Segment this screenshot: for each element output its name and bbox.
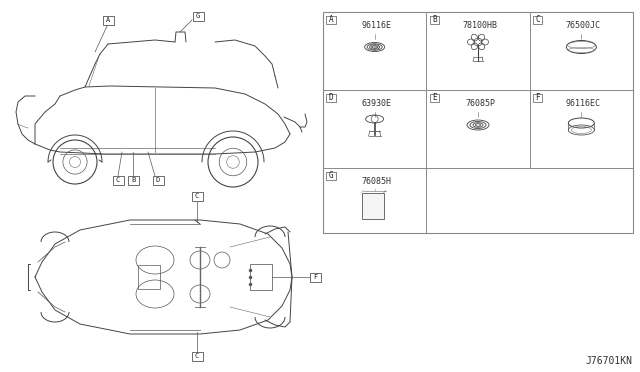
FancyBboxPatch shape [193, 12, 204, 20]
Text: D: D [156, 177, 160, 183]
FancyBboxPatch shape [326, 16, 336, 24]
FancyBboxPatch shape [429, 16, 439, 24]
Text: E: E [432, 93, 436, 103]
Text: B: B [131, 177, 135, 183]
Bar [323, 12, 633, 233]
Bar [138, 265, 160, 289]
Bar [362, 192, 383, 218]
Text: A: A [329, 16, 333, 25]
Text: B: B [432, 16, 436, 25]
FancyBboxPatch shape [429, 94, 439, 102]
FancyBboxPatch shape [102, 16, 113, 25]
FancyBboxPatch shape [533, 16, 543, 24]
Text: 76085H: 76085H [362, 177, 392, 186]
Text: 63930E: 63930E [362, 99, 392, 109]
FancyBboxPatch shape [533, 94, 543, 102]
FancyBboxPatch shape [310, 273, 321, 282]
Bar [250, 264, 272, 290]
FancyBboxPatch shape [191, 352, 202, 360]
FancyBboxPatch shape [127, 176, 138, 185]
Text: 96116E: 96116E [362, 22, 392, 31]
Text: 96116EC: 96116EC [566, 99, 601, 109]
Text: G: G [196, 13, 200, 19]
Text: A: A [106, 17, 110, 23]
FancyBboxPatch shape [326, 172, 336, 180]
FancyBboxPatch shape [152, 176, 163, 185]
Text: C: C [116, 177, 120, 183]
Text: F: F [313, 274, 317, 280]
Text: 78100HB: 78100HB [463, 22, 497, 31]
FancyBboxPatch shape [113, 176, 124, 185]
Text: J76701KN: J76701KN [585, 356, 632, 366]
FancyBboxPatch shape [191, 192, 202, 201]
Text: C: C [195, 193, 199, 199]
Text: G: G [329, 171, 333, 180]
FancyBboxPatch shape [326, 94, 336, 102]
Text: C: C [535, 16, 540, 25]
Text: C: C [195, 353, 199, 359]
Text: 76085P: 76085P [465, 99, 495, 109]
Text: 76500JC: 76500JC [566, 22, 601, 31]
Text: D: D [329, 93, 333, 103]
Text: F: F [535, 93, 540, 103]
